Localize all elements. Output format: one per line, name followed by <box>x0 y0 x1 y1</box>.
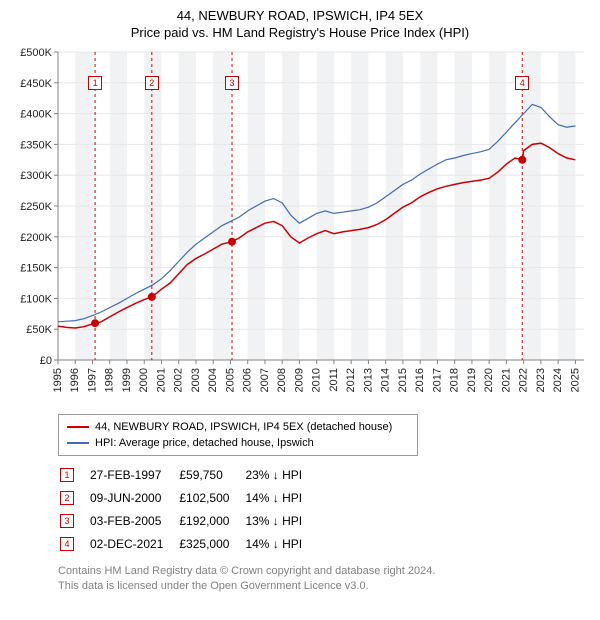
svg-text:1996: 1996 <box>69 368 81 392</box>
svg-text:2001: 2001 <box>155 368 167 392</box>
svg-text:2004: 2004 <box>207 368 219 392</box>
chart-area: £0 £50K £100K £150K £200K £250K £300K £350K £400… <box>8 46 592 406</box>
svg-text:2006: 2006 <box>242 368 254 392</box>
svg-text:1995: 1995 <box>52 368 64 392</box>
event-delta: 14% ↓ HPI <box>245 533 316 554</box>
event-price: £192,000 <box>179 510 243 531</box>
svg-text:2021: 2021 <box>500 368 512 392</box>
svg-text:2025: 2025 <box>569 368 581 392</box>
event-delta: 14% ↓ HPI <box>245 487 316 508</box>
event-date: 03-FEB-2005 <box>90 510 177 531</box>
svg-text:2020: 2020 <box>483 368 495 392</box>
svg-text:2012: 2012 <box>345 368 357 392</box>
event-marker-icon: 1 <box>60 468 74 482</box>
svg-text:2002: 2002 <box>173 368 185 392</box>
legend-item: 44, NEWBURY ROAD, IPSWICH, IP4 5EX (deta… <box>67 419 409 435</box>
event-date: 09-JUN-2000 <box>90 487 177 508</box>
table-row: 2 09-JUN-2000£102,50014% ↓ HPI <box>60 487 316 508</box>
svg-text:2009: 2009 <box>293 368 305 392</box>
svg-text:2003: 2003 <box>190 368 202 392</box>
event-delta: 23% ↓ HPI <box>245 464 316 485</box>
legend-item: HPI: Average price, detached house, Ipsw… <box>67 435 409 451</box>
svg-text:2018: 2018 <box>449 368 461 392</box>
svg-text:2014: 2014 <box>380 368 392 392</box>
svg-text:1997: 1997 <box>86 368 98 392</box>
event-delta: 13% ↓ HPI <box>245 510 316 531</box>
events-table: 1 27-FEB-1997£59,75023% ↓ HPI 2 09-JUN-2000… <box>58 462 318 556</box>
svg-text:2010: 2010 <box>311 368 323 392</box>
event-price: £325,000 <box>179 533 243 554</box>
table-row: 1 27-FEB-1997£59,75023% ↓ HPI <box>60 464 316 485</box>
legend-swatch <box>67 426 89 428</box>
event-marker-icon: 4 <box>60 537 74 551</box>
footnote-line: This data is licensed under the Open Gov… <box>58 579 592 594</box>
event-price: £59,750 <box>179 464 243 485</box>
event-price: £102,500 <box>179 487 243 508</box>
footnote-line: Contains HM Land Registry data © Crown c… <box>58 564 592 579</box>
svg-text:1999: 1999 <box>121 368 133 392</box>
svg-text:£100K: £100K <box>20 293 52 305</box>
svg-text:2008: 2008 <box>276 368 288 392</box>
svg-text:2024: 2024 <box>552 368 564 392</box>
legend-label: 44, NEWBURY ROAD, IPSWICH, IP4 5EX (deta… <box>95 421 392 433</box>
svg-text:£300K: £300K <box>20 170 52 182</box>
svg-text:2011: 2011 <box>328 368 340 392</box>
svg-text:£400K: £400K <box>20 109 52 121</box>
svg-text:£350K: £350K <box>20 139 52 151</box>
event-marker-icon: 4 <box>515 76 529 90</box>
event-marker-icon: 3 <box>60 514 74 528</box>
table-row: 3 03-FEB-2005£192,00013% ↓ HPI <box>60 510 316 531</box>
chart-title-line1: 44, NEWBURY ROAD, IPSWICH, IP4 5EX <box>8 8 592 23</box>
svg-text:2016: 2016 <box>414 368 426 392</box>
event-marker-icon: 2 <box>145 76 159 90</box>
footnote: Contains HM Land Registry data © Crown c… <box>58 564 592 594</box>
legend: 44, NEWBURY ROAD, IPSWICH, IP4 5EX (deta… <box>58 414 418 456</box>
event-date: 27-FEB-1997 <box>90 464 177 485</box>
svg-text:2000: 2000 <box>138 368 150 392</box>
svg-text:2013: 2013 <box>362 368 374 392</box>
svg-text:2005: 2005 <box>224 368 236 392</box>
svg-text:2022: 2022 <box>518 368 530 392</box>
event-marker-icon: 3 <box>225 76 239 90</box>
svg-text:£500K: £500K <box>20 47 52 59</box>
svg-text:2017: 2017 <box>431 368 443 392</box>
legend-swatch <box>67 442 89 444</box>
svg-text:2007: 2007 <box>259 368 271 392</box>
event-date: 02-DEC-2021 <box>90 533 177 554</box>
svg-text:2015: 2015 <box>397 368 409 392</box>
svg-text:2019: 2019 <box>466 368 478 392</box>
svg-text:1998: 1998 <box>104 368 116 392</box>
chart-title-line2: Price paid vs. HM Land Registry's House … <box>8 25 592 40</box>
line-chart: £0 £50K £100K £150K £200K £250K £300K £350K £400… <box>8 46 592 406</box>
table-row: 4 02-DEC-2021£325,00014% ↓ HPI <box>60 533 316 554</box>
svg-text:£200K: £200K <box>20 232 52 244</box>
svg-text:£150K: £150K <box>20 263 52 275</box>
svg-text:2023: 2023 <box>535 368 547 392</box>
legend-label: HPI: Average price, detached house, Ipsw… <box>95 437 314 449</box>
event-marker-icon: 1 <box>88 76 102 90</box>
event-marker-icon: 2 <box>60 491 74 505</box>
svg-text:£450K: £450K <box>20 78 52 90</box>
svg-text:£0: £0 <box>40 355 52 367</box>
svg-text:£50K: £50K <box>26 324 52 336</box>
svg-text:£250K: £250K <box>20 201 52 213</box>
